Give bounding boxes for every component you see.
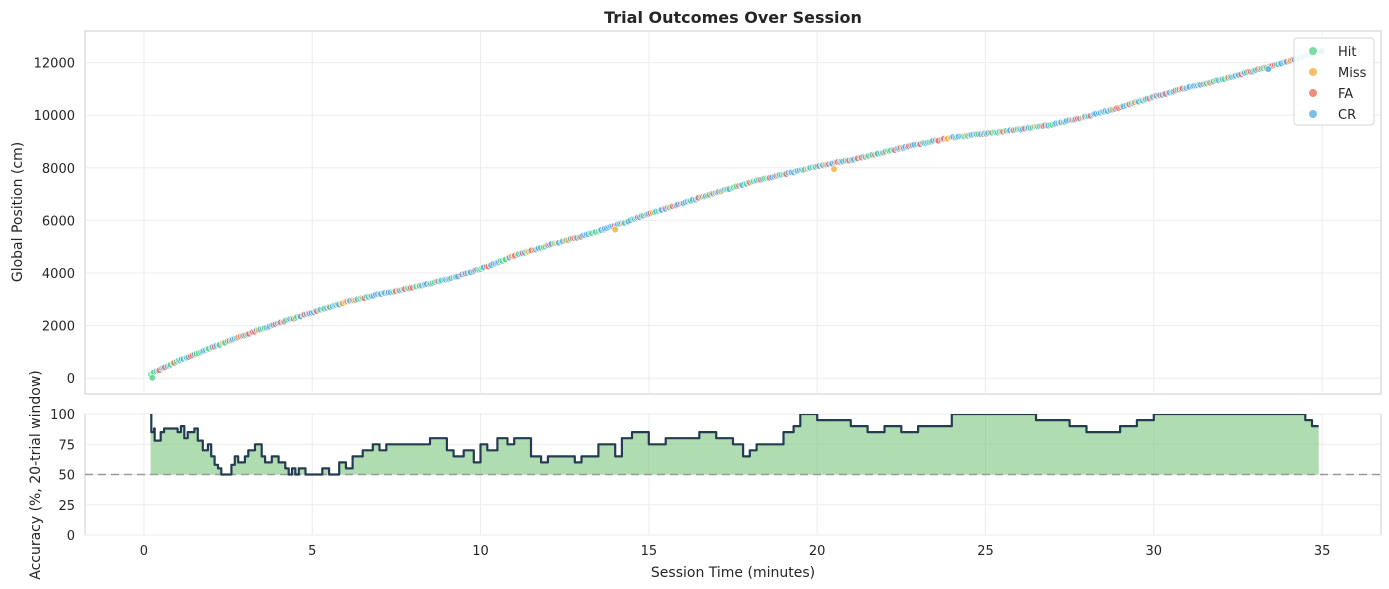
legend-label-miss: Miss (1338, 66, 1367, 81)
scatter-y-tick-label: 6000 (42, 214, 75, 229)
legend-frame (1293, 37, 1375, 126)
accuracy-x-ticks: 0 5 10 15 20 25 30 35 (140, 544, 1331, 559)
scatter-y-tick-label: 2000 (42, 320, 75, 335)
legend-label-hit: Hit (1338, 45, 1356, 60)
legend-entry-hit: Hit (1309, 45, 1356, 60)
scatter-grid (85, 31, 1381, 394)
scatter-point-hit (148, 374, 156, 382)
legend-label-cr: CR (1338, 108, 1356, 123)
scatter-y-ticks: 0 2000 4000 6000 8000 10000 12000 (34, 57, 75, 388)
accuracy-panel: 0 5 10 15 20 25 30 35 0 25 50 75 100 Session Time (… (28, 370, 1382, 581)
accuracy-x-tick-label: 35 (1314, 544, 1331, 559)
scatter-points (147, 47, 1326, 382)
accuracy-x-axis-title: Session Time (minutes) (651, 565, 815, 581)
legend-entry-cr: CR (1309, 108, 1356, 123)
accuracy-x-tick-label: 0 (140, 544, 148, 559)
accuracy-x-tick-label: 30 (1146, 544, 1163, 559)
accuracy-x-tick-label: 5 (308, 544, 316, 559)
scatter-point-miss (830, 165, 838, 173)
scatter-y-axis-title: Global Position (cm) (10, 142, 26, 282)
scatter-title: Trial Outcomes Over Session (604, 8, 862, 27)
accuracy-y-tick-label: 75 (58, 438, 75, 453)
accuracy-x-tick-label: 10 (472, 544, 489, 559)
accuracy-y-tick-label: 100 (50, 408, 75, 423)
legend-entry-fa: FA (1309, 87, 1353, 102)
scatter-y-tick-label: 0 (67, 372, 75, 387)
scatter-point-miss (611, 226, 619, 234)
accuracy-x-tick-label: 25 (977, 544, 994, 559)
legend-entry-miss: Miss (1309, 66, 1367, 81)
accuracy-y-ticks: 0 25 50 75 100 (50, 408, 75, 544)
legend-label-fa: FA (1338, 87, 1353, 102)
accuracy-y-axis-title: Accuracy (%, 20-trial window) (28, 370, 44, 580)
scatter-y-tick-label: 10000 (34, 109, 75, 124)
accuracy-fill-area (150, 414, 1319, 475)
legend-marker-fa (1309, 89, 1317, 97)
scatter-y-tick-label: 8000 (42, 162, 75, 177)
accuracy-y-tick-label: 50 (58, 469, 75, 484)
accuracy-x-tick-label: 20 (809, 544, 826, 559)
legend: Hit Miss FA CR (1293, 37, 1375, 126)
scatter-point-cr (1264, 65, 1272, 73)
accuracy-y-tick-label: 0 (67, 529, 75, 544)
legend-marker-cr (1309, 110, 1317, 118)
accuracy-x-tick-label: 15 (641, 544, 658, 559)
scatter-panel: 0 2000 4000 6000 8000 10000 12000 Trial Outcom… (10, 8, 1382, 395)
accuracy-line (150, 414, 1319, 476)
legend-marker-hit (1309, 47, 1317, 55)
scatter-y-tick-label: 12000 (34, 57, 75, 72)
scatter-y-tick-label: 4000 (42, 267, 75, 282)
accuracy-y-tick-label: 25 (58, 499, 75, 514)
legend-marker-miss (1309, 68, 1317, 76)
